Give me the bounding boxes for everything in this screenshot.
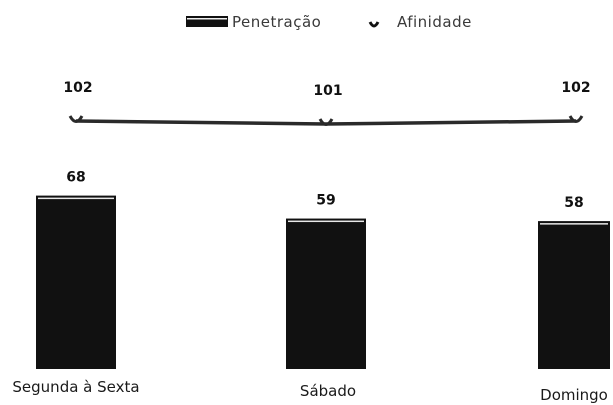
legend-label-afinidade: Afinidade [397,13,472,31]
category-label-2: Domingo [540,386,608,404]
category-label-0: Segunda à Sexta [12,378,139,396]
bar-highlight-2 [540,223,608,225]
bar-value-label-1: 59 [316,193,335,209]
bar-2 [538,221,610,369]
afinidade-value-label-1: 101 [313,83,342,99]
category-label-1: Sábado [300,382,356,400]
afinidade-value-label-2: 102 [561,80,590,96]
legend: Penetração Afinidade [186,13,472,31]
afinidade-marker-0 [68,115,84,123]
legend-label-penetracao: Penetração [232,13,321,31]
bar-value-label-2: 58 [564,195,583,211]
afinidade-value-label-0: 102 [63,80,92,96]
legend-swatch-penetracao-highlight [187,18,227,20]
bar-highlight-1 [288,220,364,223]
legend-swatch-penetracao [186,16,228,27]
legend-marker-afinidade [368,21,380,28]
afinidade-marker-1 [318,118,334,126]
line-series-afinidade [68,115,584,126]
bar-series-penetracao [36,195,610,369]
labels: 68 Segunda à Sexta 59 Sábado 58 Domingo 102 101… [12,80,607,404]
bar-1 [286,218,366,369]
bar-highlight-0 [38,197,114,200]
bar-0 [36,195,116,369]
afinidade-marker-2 [568,115,584,123]
bar-value-label-0: 68 [66,170,85,186]
